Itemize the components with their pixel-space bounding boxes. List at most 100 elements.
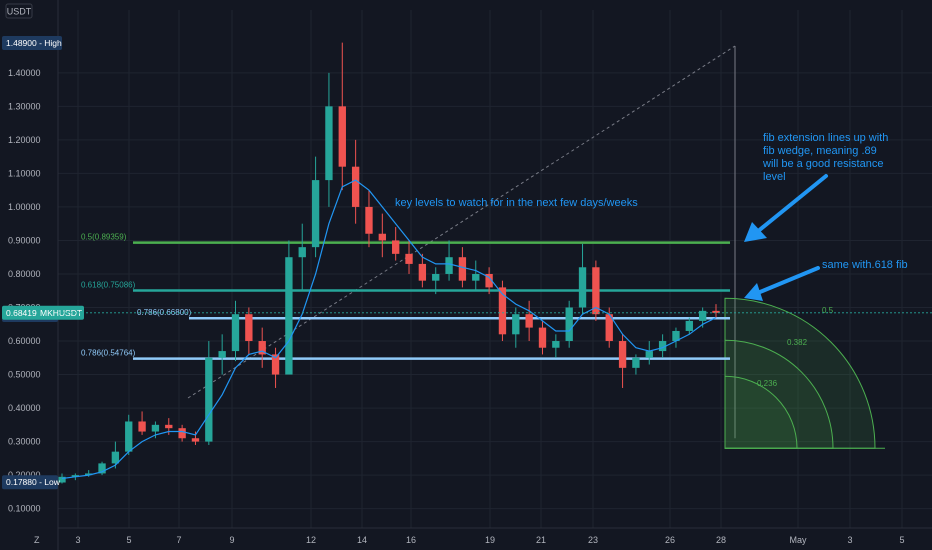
candle-body <box>285 257 293 375</box>
arrow-to-0.5-level <box>744 174 828 242</box>
candle-body <box>151 424 160 432</box>
candle-body <box>338 106 346 167</box>
candle-body <box>432 273 440 281</box>
candle-body <box>645 351 653 358</box>
y-tick-label: 0.60000 <box>8 336 41 346</box>
y-tick-label: 1.10000 <box>8 168 41 178</box>
candle-body <box>378 233 386 241</box>
candle-body <box>365 206 373 234</box>
currency-label: USDT <box>7 7 32 17</box>
high-badge-bg <box>2 35 62 50</box>
candle-body <box>218 351 226 358</box>
candle-body <box>325 106 333 181</box>
fib-arc-2 <box>724 375 798 449</box>
fib-level-label: 0.618(0.75086) <box>81 280 136 289</box>
candle-body <box>498 287 507 335</box>
x-tick-label: May <box>789 535 807 545</box>
x-tick-label: 9 <box>229 535 234 545</box>
y-tick-label: 0.80000 <box>8 269 41 279</box>
x-tick-label: 28 <box>716 535 726 545</box>
arrow-to-0.618-level <box>744 266 820 301</box>
candle-body <box>125 421 133 452</box>
chart-grid <box>58 10 932 528</box>
candle-body <box>245 314 253 342</box>
trend-line-dashed <box>187 45 736 399</box>
candle-body <box>191 438 200 442</box>
candle-body <box>712 310 720 313</box>
candle-body <box>605 314 613 342</box>
candle-body <box>445 257 453 274</box>
fib-arc-1 <box>724 339 834 449</box>
currency-frame <box>5 3 33 19</box>
y-tick-label: 0.50000 <box>8 370 41 380</box>
key-levels-note: key levels to watch for in the next few … <box>395 197 638 209</box>
moving-average-line <box>61 179 717 480</box>
fib-extension-note: fib extension lines up with fib wedge, m… <box>762 132 888 183</box>
y-tick-label: 1.00000 <box>8 202 41 212</box>
candle-body <box>165 424 173 429</box>
y-tick-label: 0.90000 <box>8 235 41 245</box>
x-tick-label: 26 <box>665 535 675 545</box>
candle-body <box>592 267 600 315</box>
x-tick-label: 21 <box>536 535 546 545</box>
candle-body <box>205 357 213 442</box>
fib-wedge: 0.5 0.382 0.236 <box>724 297 885 449</box>
fib-level-label: 0.786(0.54764) <box>81 349 136 358</box>
fib-arc-label: 0.5 <box>822 306 834 315</box>
x-tick-label: 12 <box>306 535 316 545</box>
candle-body <box>512 314 520 335</box>
candle-body <box>271 354 280 375</box>
fib-level-label: 0.5(0.89359) <box>81 233 127 242</box>
fib-arc-label: 0.382 <box>787 338 808 347</box>
corner-mark: Z <box>34 535 40 545</box>
fib-extension-note-line-2: fib wedge, meaning .89 <box>763 145 877 157</box>
fib-levels: 0.5(0.89359) 0.618(0.75086) 0.786(0.66800)… <box>81 233 730 360</box>
candle-body <box>178 428 186 439</box>
candle-body <box>672 330 680 342</box>
low-badge-bg <box>2 475 58 490</box>
same-with-note: same with.618 fib <box>822 259 908 271</box>
fib-arc-0 <box>724 297 876 449</box>
x-tick-label: 19 <box>485 535 495 545</box>
candle-body <box>405 253 413 264</box>
fib-extension-note-line-1: fib extension lines up with <box>763 132 888 144</box>
candle-body <box>58 476 66 483</box>
x-tick-label: 3 <box>75 535 80 545</box>
candle-body <box>231 314 240 352</box>
candles <box>58 42 720 484</box>
candle-body <box>685 320 693 331</box>
candle-body <box>418 263 427 281</box>
y-tick-label: 0.30000 <box>8 437 41 447</box>
candle-body <box>138 421 146 432</box>
candle-body <box>298 247 306 258</box>
x-tick-label: 16 <box>406 535 416 545</box>
fib-extension-note-line-4: level <box>763 171 786 183</box>
y-tick-label: 0.40000 <box>8 403 41 413</box>
candle-body <box>485 273 493 288</box>
candle-body <box>552 341 560 348</box>
x-tick-label: 3 <box>847 535 852 545</box>
low-badge: 0.17880 - Low <box>6 477 61 487</box>
fib-arc-label: 0.236 <box>757 379 778 388</box>
candle-body <box>85 473 93 476</box>
candle-body <box>525 314 533 328</box>
x-tick-label: 23 <box>588 535 598 545</box>
candle-body <box>618 341 627 368</box>
y-tick-label: 1.40000 <box>8 68 41 78</box>
x-axis: 3 5 7 9 12 14 16 19 21 23 26 28 May 3 5 <box>58 527 932 545</box>
candle-body <box>351 166 360 207</box>
x-tick-label: 5 <box>899 535 904 545</box>
candle-body <box>578 267 587 308</box>
fib-level-label: 0.786(0.66800) <box>137 308 192 317</box>
last-price-badge-bg <box>2 305 84 320</box>
candle-body <box>311 180 320 248</box>
candle-body <box>98 463 106 474</box>
y-tick-label: 0.10000 <box>8 504 41 514</box>
candle-body <box>458 257 467 281</box>
y-tick-label: 1.20000 <box>8 135 41 145</box>
last-price-badge: 0.68419 <box>6 308 37 318</box>
y-axis: 0.10000 0.20000 0.30000 0.40000 0.50000 0.600… <box>8 0 59 550</box>
x-tick-label: 7 <box>176 535 181 545</box>
x-tick-label: 14 <box>357 535 367 545</box>
